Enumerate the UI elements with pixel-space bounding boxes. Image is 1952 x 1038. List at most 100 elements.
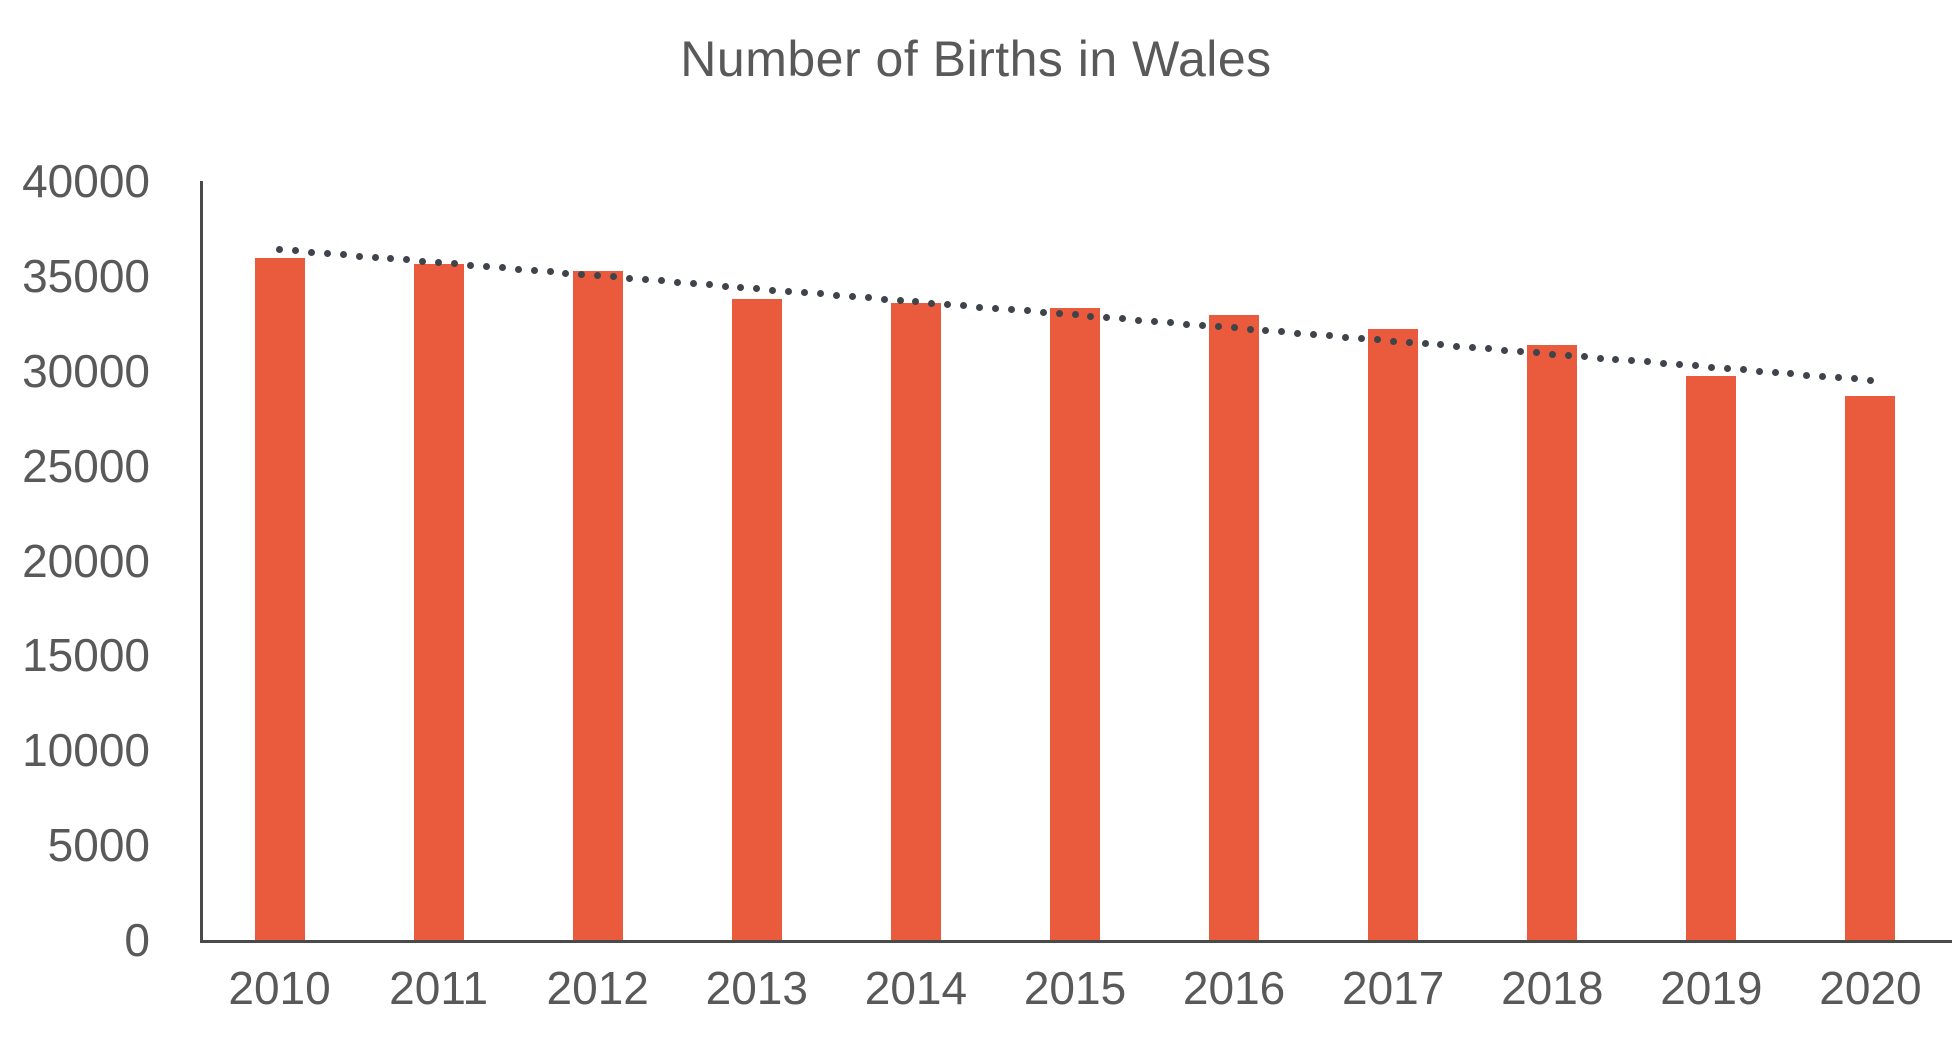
trend-dot — [387, 255, 395, 263]
bar-2018 — [1527, 345, 1578, 940]
trend-dot — [1532, 349, 1540, 357]
trend-dot — [626, 274, 634, 282]
trend-dot — [355, 252, 363, 260]
trend-dot — [1310, 330, 1318, 338]
x-axis-line — [200, 940, 1952, 943]
trend-dot — [1055, 310, 1063, 318]
trend-dot — [371, 253, 379, 261]
trend-dot — [928, 299, 936, 307]
trend-dot — [1676, 361, 1684, 369]
bar-2020 — [1845, 396, 1896, 940]
x-tick-label-2014: 2014 — [864, 962, 968, 1014]
trend-dot — [1501, 346, 1509, 354]
trend-dot — [1819, 372, 1827, 380]
trend-dot — [1151, 317, 1159, 325]
bar-2011 — [413, 263, 464, 940]
trend-dot — [816, 290, 824, 298]
trend-dot — [785, 287, 793, 295]
trend-dot — [832, 291, 840, 299]
trend-dot — [482, 262, 490, 270]
x-tick-label-2015: 2015 — [1023, 962, 1127, 1014]
trend-dot — [1166, 319, 1174, 327]
y-axis-line — [200, 181, 203, 943]
trend-dot — [594, 272, 602, 280]
trend-dot — [307, 248, 315, 256]
trend-dot — [1039, 308, 1047, 316]
x-tick-label-2017: 2017 — [1342, 962, 1445, 1014]
trend-dot — [801, 289, 809, 297]
x-tick-label-2016: 2016 — [1182, 962, 1286, 1014]
trend-dot — [1755, 367, 1763, 375]
trend-dot — [1341, 333, 1349, 341]
trend-dot — [1214, 323, 1222, 331]
trend-dot — [769, 286, 777, 294]
trend-dot — [1739, 366, 1747, 374]
y-tick-label-15000: 15000 — [22, 629, 150, 682]
bar-2019 — [1686, 376, 1737, 940]
trend-dot — [944, 300, 952, 308]
trend-dot — [1198, 321, 1206, 329]
y-tick-label-30000: 30000 — [22, 344, 150, 397]
trend-dot — [530, 266, 538, 274]
trend-dot — [578, 270, 586, 278]
x-tick-label-2012: 2012 — [546, 962, 649, 1014]
trend-dot — [1707, 363, 1715, 371]
x-tick-label-2013: 2013 — [705, 962, 808, 1014]
trend-dot — [737, 283, 745, 291]
trend-dot — [1628, 357, 1636, 365]
x-tick-label-2018: 2018 — [1501, 962, 1604, 1014]
trend-dot — [1691, 362, 1699, 370]
bar-2010 — [254, 257, 305, 940]
trend-dot — [1135, 316, 1143, 324]
trend-dot — [689, 279, 697, 287]
trend-dot — [1389, 337, 1397, 345]
trend-dot — [1596, 354, 1604, 362]
trend-dot — [1580, 353, 1588, 361]
trend-dot — [1453, 342, 1461, 350]
trend-dot — [880, 295, 888, 303]
trend-dot — [1278, 328, 1286, 336]
trend-dot — [1405, 338, 1413, 346]
trend-dot — [419, 257, 427, 265]
trend-dot — [1103, 313, 1111, 321]
trend-dot — [1851, 375, 1859, 383]
trend-dot — [1612, 355, 1620, 363]
y-tick-label-20000: 20000 — [22, 534, 150, 587]
trend-dot — [1485, 345, 1493, 353]
trend-dot — [1087, 312, 1095, 320]
trend-dot — [1246, 325, 1254, 333]
trend-dot — [451, 260, 459, 268]
trend-dot — [673, 278, 681, 286]
trend-dot — [339, 251, 347, 259]
x-tick-label-2019: 2019 — [1660, 962, 1763, 1014]
trend-dot — [323, 249, 331, 257]
y-tick-label-40000: 40000 — [22, 155, 150, 207]
trend-dot — [1294, 329, 1302, 337]
trend-dot — [1644, 358, 1652, 366]
trend-dot — [1771, 368, 1779, 376]
trend-dot — [1373, 336, 1381, 344]
y-tick-label-10000: 10000 — [22, 724, 150, 777]
trend-dot — [1182, 320, 1190, 328]
y-tick-label-35000: 35000 — [22, 249, 150, 302]
trend-dot — [705, 281, 713, 289]
trend-dot — [976, 303, 984, 311]
trend-dot — [466, 261, 474, 269]
trend-dot — [1357, 334, 1365, 342]
trend-dot — [912, 298, 920, 306]
trend-dot — [1326, 332, 1334, 340]
y-tick-label-0: 0 — [124, 914, 150, 966]
trend-dot — [291, 247, 299, 255]
trend-dot — [1023, 307, 1031, 315]
trend-dot — [1007, 306, 1015, 314]
trend-dot — [403, 256, 411, 264]
trend-dot — [721, 282, 729, 290]
bar-2015 — [1050, 308, 1100, 940]
trend-dot — [1866, 376, 1874, 384]
trend-dot — [1469, 344, 1477, 352]
bar-2016 — [1209, 314, 1260, 940]
y-tick-label-5000: 5000 — [47, 819, 150, 872]
x-tick-label-2011: 2011 — [389, 962, 489, 1014]
bar-2013 — [731, 298, 782, 940]
